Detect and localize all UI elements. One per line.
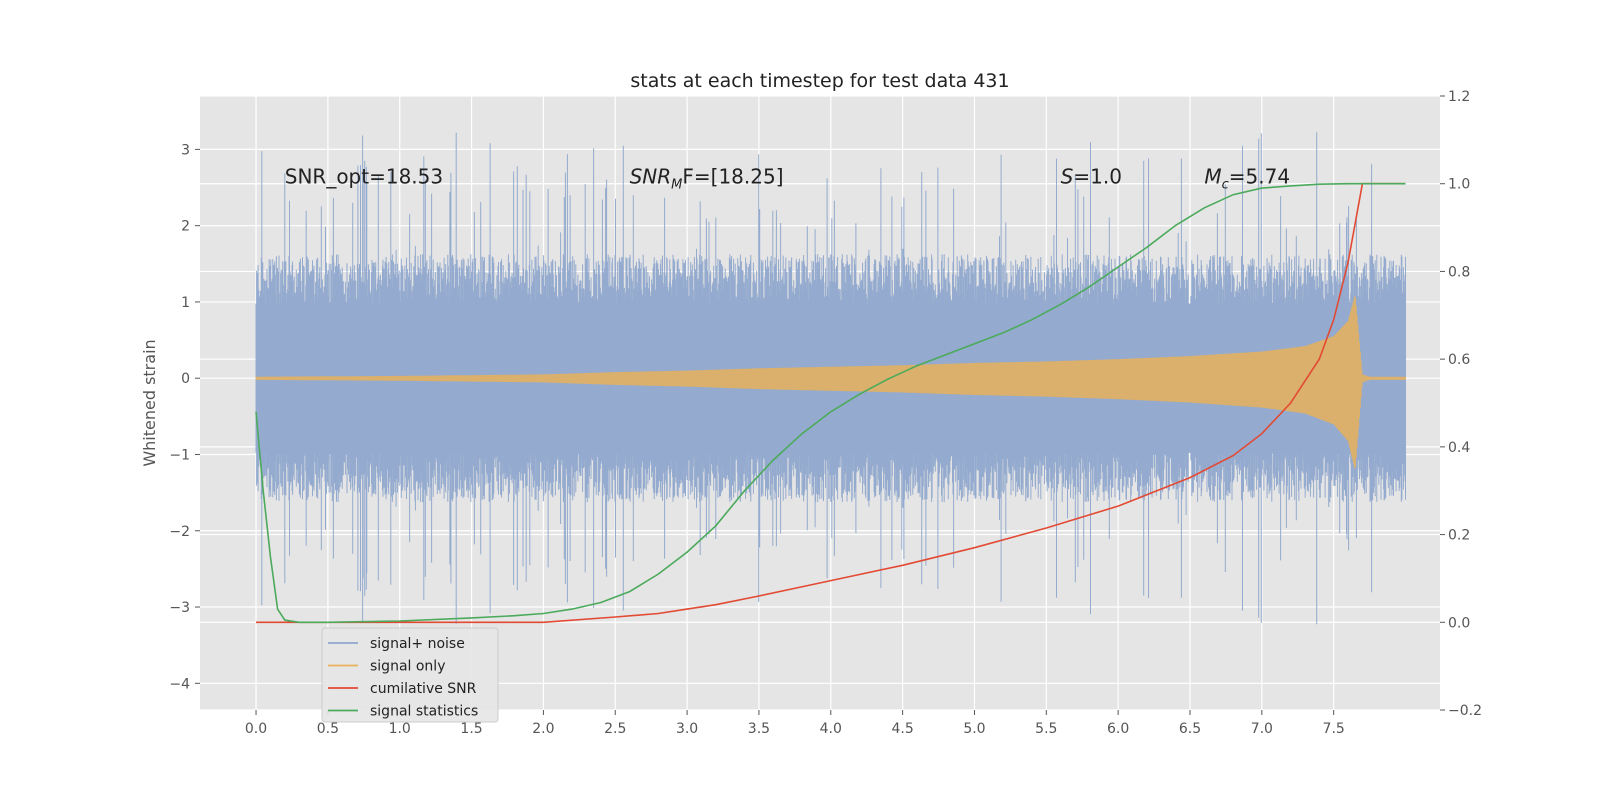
x-tick-label: 7.0 xyxy=(1251,721,1273,737)
y-tick-label: 1 xyxy=(181,295,190,311)
x-tick-label: 0.0 xyxy=(245,721,267,737)
y2-tick-label: 1.2 xyxy=(1448,89,1470,105)
y-tick-label: 0 xyxy=(181,371,190,387)
y2-tick-label: 0.0 xyxy=(1448,615,1470,631)
y2-tick-label: −0.2 xyxy=(1448,703,1482,719)
series-signal-only xyxy=(255,296,1406,468)
legend-label: signal statistics xyxy=(370,704,478,720)
x-tick-label: 5.5 xyxy=(1035,721,1057,737)
y2-tick-label: 0.6 xyxy=(1448,352,1470,368)
y-tick-label: 3 xyxy=(181,142,190,158)
x-tick-label: 5.0 xyxy=(963,721,985,737)
axes: 0.0 0.5 1.0 1.5 2.0 2.5 3.0 3.5 4.0 4.5 5.0 5.5 6.0 6… xyxy=(169,89,1482,737)
x-tick-label: 4.0 xyxy=(820,721,842,737)
y-tick-label: −3 xyxy=(169,600,190,616)
legend-label: cumilative SNR xyxy=(370,681,477,697)
x-tick-label: 7.5 xyxy=(1323,721,1345,737)
y2-tick-label: 1.0 xyxy=(1448,177,1470,193)
legend: signal+ noise signal only cumilative SNR si… xyxy=(321,627,499,723)
y-tick-label: −2 xyxy=(169,524,190,540)
chart-title: stats at each timestep for test data 431 xyxy=(630,70,1009,92)
x-tick-label: 1.5 xyxy=(460,721,482,737)
y-tick-label: −1 xyxy=(169,447,190,463)
x-tick-label: 6.5 xyxy=(1179,721,1201,737)
x-tick-label: 2.5 xyxy=(604,721,626,737)
y2-tick-label: 0.4 xyxy=(1448,440,1470,456)
series-layer xyxy=(255,132,1406,625)
annotation: Mc=5.74 xyxy=(1204,165,1290,193)
series-cumilative-snr xyxy=(256,182,1406,624)
annotation: S=1.0 xyxy=(1061,165,1122,189)
legend-box xyxy=(321,627,499,723)
series-signal-statistics xyxy=(255,182,1406,624)
legend-label: signal+ noise xyxy=(370,636,465,652)
y-tick-label: 2 xyxy=(181,219,190,235)
y2-tick-label: 0.2 xyxy=(1448,528,1470,544)
y2-tick-label: 0.8 xyxy=(1448,264,1470,280)
x-tick-label: 3.0 xyxy=(676,721,698,737)
legend-label: signal only xyxy=(370,659,445,675)
x-tick-label: 0.5 xyxy=(317,721,339,737)
y-tick-label: −4 xyxy=(169,676,190,692)
annotation: SNRMF=[18.25] xyxy=(630,165,784,193)
x-tick-label: 4.5 xyxy=(891,721,913,737)
x-tick-label: 2.0 xyxy=(532,721,554,737)
annotations: SNR_opt=18.53 SNRMF=[18.25] S=1.0 Mc=5.74 xyxy=(285,165,1290,193)
x-tick-label: 3.5 xyxy=(748,721,770,737)
x-tick-label: 1.0 xyxy=(389,721,411,737)
x-tick-label: 6.0 xyxy=(1107,721,1129,737)
annotation: SNR_opt=18.53 xyxy=(285,165,443,189)
y-axis-label: Whitened strain xyxy=(140,339,159,466)
